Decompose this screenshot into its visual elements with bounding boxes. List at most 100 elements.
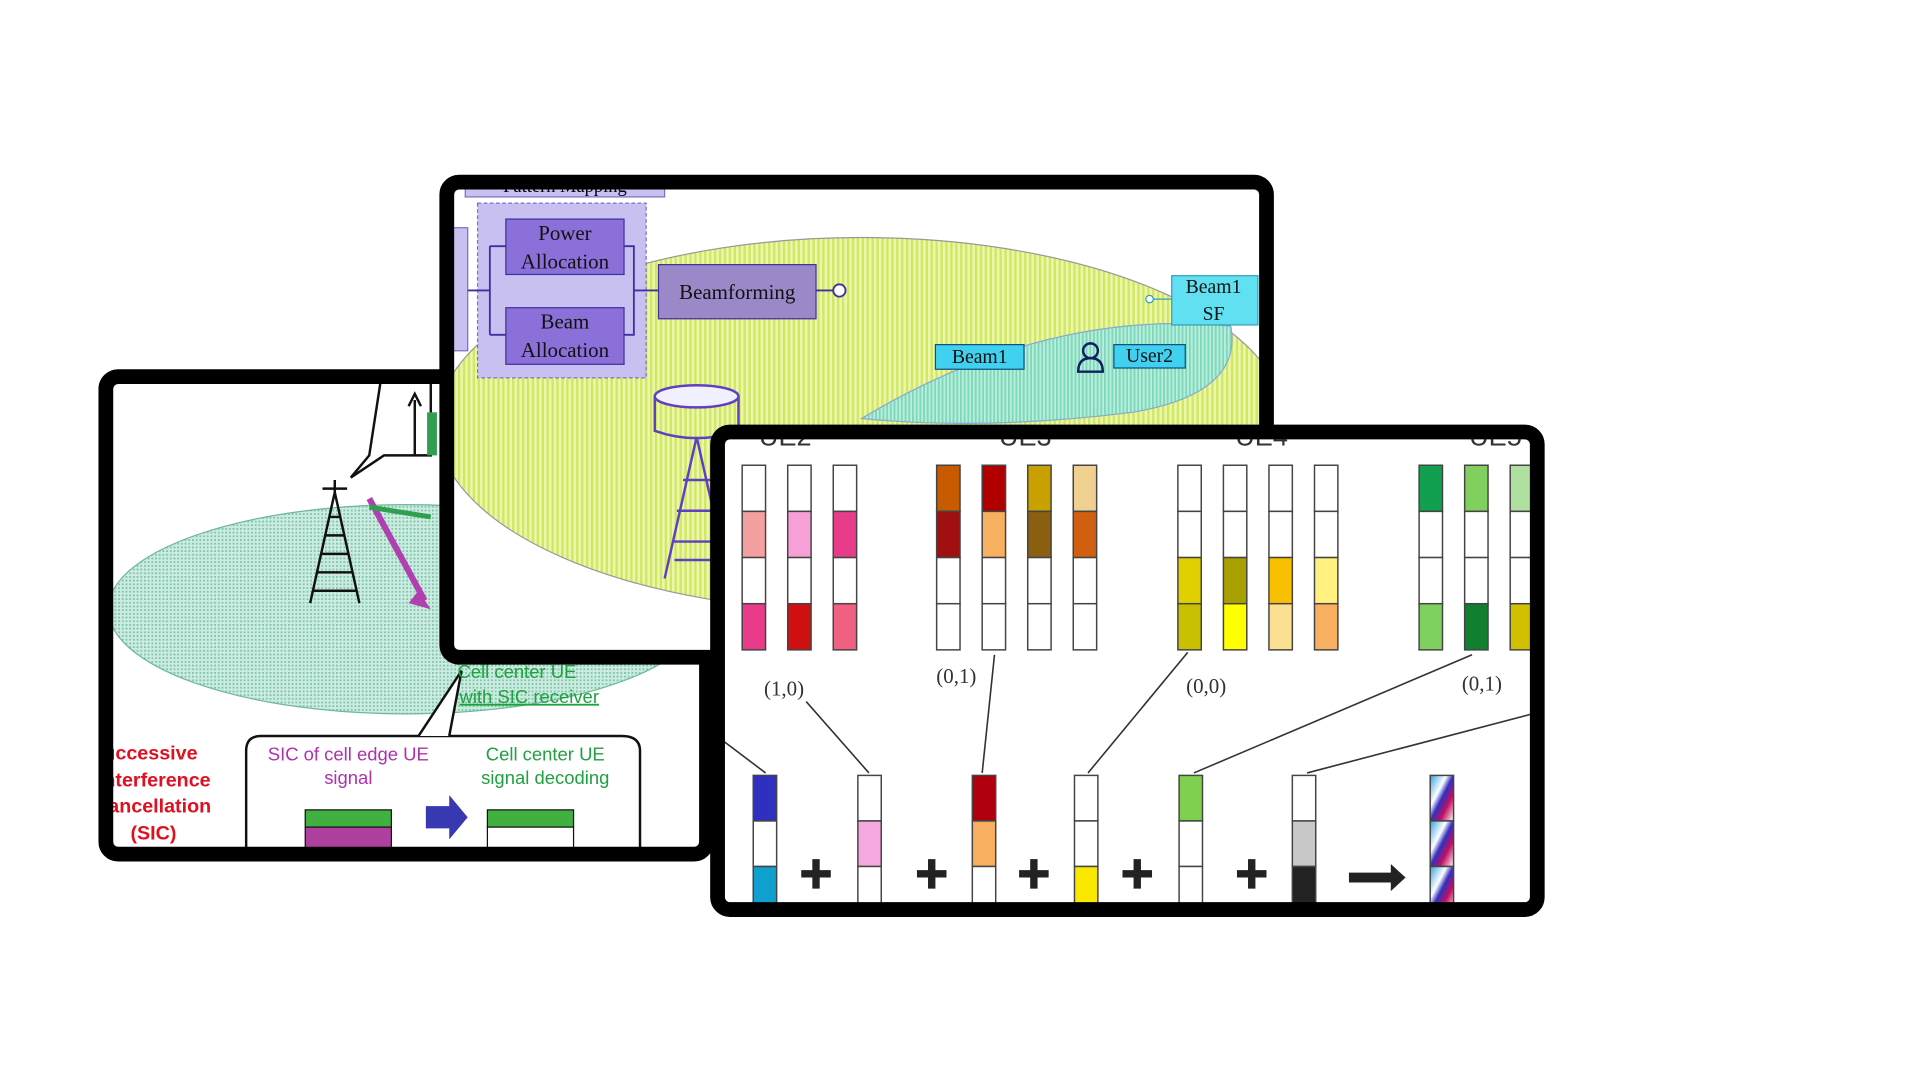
sum-cell — [857, 865, 882, 910]
label: nterference — [103, 769, 210, 791]
code-cell — [1463, 510, 1489, 559]
sum-cell — [1178, 774, 1204, 822]
shape: (1,0) (0,1) (0,0) (0,1) — [764, 664, 1502, 700]
code-cell — [786, 510, 812, 559]
code-cell — [741, 464, 767, 513]
code-cell — [1268, 602, 1294, 651]
shape — [427, 412, 437, 456]
code-cell — [1026, 556, 1052, 605]
code-cell — [1418, 556, 1444, 605]
code-cell — [1222, 556, 1248, 605]
code-cell — [1222, 510, 1248, 559]
sum-cell — [1291, 865, 1317, 910]
sum-cell — [1073, 820, 1099, 868]
code-cell — [981, 556, 1007, 605]
sum-cell — [752, 820, 778, 868]
shape — [407, 391, 423, 456]
code-cell — [1418, 510, 1444, 559]
code-cell — [832, 602, 858, 651]
label: Cell center UE — [486, 744, 605, 765]
label: Allocation — [521, 249, 610, 273]
code-cell — [832, 464, 858, 513]
label: Power — [538, 221, 591, 245]
tower — [308, 480, 361, 604]
shape — [1113, 344, 1186, 369]
label: Cell center UE — [457, 661, 576, 682]
label: ancellation — [108, 795, 211, 817]
code-cell — [935, 464, 961, 513]
sum-cell — [971, 774, 997, 822]
code-cell — [1072, 602, 1098, 651]
code-cell — [1222, 464, 1248, 513]
code-cell — [1313, 510, 1339, 559]
label: signal — [324, 767, 372, 788]
sum-cell — [1073, 774, 1099, 822]
code-cell — [1026, 510, 1052, 559]
label: SIC of cell edge UE — [268, 744, 429, 765]
shape — [467, 245, 835, 336]
code-cell — [1463, 602, 1489, 651]
code-cell — [1026, 464, 1052, 513]
plus-sign — [1019, 859, 1049, 889]
shape — [368, 504, 432, 520]
shape — [505, 218, 625, 276]
pattern-panel: UE2 UE3 UE4 UE5 (1,0) (0,1) (0,0) (0,1) — [710, 424, 1545, 917]
shape — [832, 283, 847, 298]
shape — [710, 424, 1545, 917]
label: (SIC) — [130, 822, 176, 844]
shape: SIC of cell edge UE signal — [268, 744, 429, 788]
code-cell — [935, 510, 961, 559]
code-cell — [1072, 510, 1098, 559]
shape — [1348, 864, 1406, 892]
label: uccessive — [103, 742, 197, 764]
label: Allocation — [521, 338, 610, 362]
sum-cell — [971, 820, 997, 868]
sum-cell — [752, 865, 778, 910]
shape: uccessive nterference ancellation (SIC) — [103, 742, 211, 844]
shape — [657, 264, 817, 320]
sum-cell — [857, 774, 882, 822]
shape — [425, 795, 468, 840]
code-cell — [1418, 464, 1444, 513]
label: (0,0) — [1186, 674, 1226, 698]
label: User2 — [1126, 345, 1173, 367]
code-cell — [832, 556, 858, 605]
code-cell — [1177, 510, 1202, 559]
shape — [366, 497, 428, 603]
shape: Beam1 SF Beam1 User2 — [952, 276, 1242, 368]
code-cell — [786, 556, 812, 605]
sum-cell — [1291, 820, 1317, 868]
code-cell — [1463, 464, 1489, 513]
shape — [934, 344, 1025, 370]
shape — [304, 809, 393, 828]
sum-cell — [752, 774, 778, 822]
plus-sign — [1122, 859, 1153, 889]
code-cell — [1463, 556, 1489, 605]
code-cell — [1268, 510, 1294, 559]
code-cell — [741, 602, 767, 651]
shape — [322, 480, 348, 495]
code-cell — [1072, 556, 1098, 605]
code-cell — [1418, 602, 1444, 651]
sum-cell — [1073, 865, 1099, 910]
shape — [1171, 275, 1259, 326]
code-cell — [832, 510, 858, 559]
label: (0,1) — [936, 664, 976, 688]
code-cell — [1072, 464, 1098, 513]
sum-cell — [1178, 865, 1204, 910]
code-cell — [786, 602, 812, 651]
shape — [308, 492, 361, 604]
shape — [801, 859, 1267, 889]
code-cell — [981, 602, 1007, 651]
code-cell — [935, 556, 961, 605]
code-cell — [1268, 556, 1294, 605]
sum-cell — [1429, 820, 1455, 868]
shape: Power Allocation Beam Allocation Beamfor… — [521, 221, 796, 362]
shape — [1076, 356, 1105, 373]
code-cell — [1177, 464, 1202, 513]
shape — [408, 590, 431, 610]
label: (0,1) — [1462, 671, 1502, 695]
plus-sign — [801, 859, 831, 889]
shape: Cell center UE signal decoding Cell cent… — [457, 661, 609, 788]
